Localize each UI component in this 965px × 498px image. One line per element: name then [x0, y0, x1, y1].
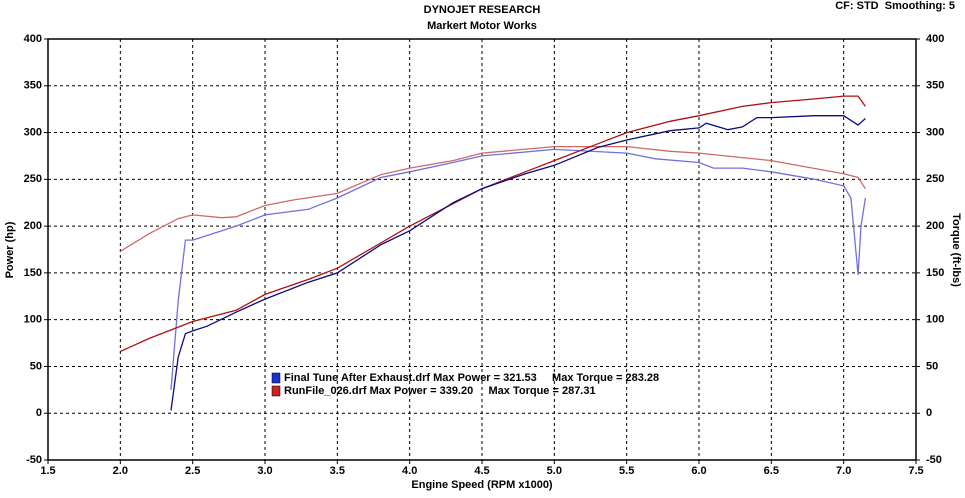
y-tick-label: -50 — [26, 454, 42, 466]
x-tick-label: 3.5 — [330, 465, 345, 477]
y2-tick-label: 400 — [926, 33, 944, 45]
y2-tick-label: 300 — [926, 126, 944, 138]
y2-tick-label: 250 — [926, 173, 944, 185]
legend-label: RunFile_026.drf Max Power = 339.20 Max T… — [284, 385, 596, 397]
y-tick-label: 400 — [24, 33, 42, 45]
y-tick-label: 300 — [24, 126, 42, 138]
y-tick-label: 100 — [24, 314, 42, 326]
x-tick-label: 6.5 — [764, 465, 779, 477]
x-tick-label: 3.0 — [257, 465, 272, 477]
x-tick-label: 4.0 — [402, 465, 417, 477]
y-tick-label: 150 — [24, 267, 42, 279]
x-tick-label: 7.0 — [836, 465, 851, 477]
legend-swatch — [271, 372, 281, 384]
x-tick-label: 7.5 — [908, 465, 923, 477]
y-tick-label: 350 — [24, 80, 42, 92]
y2-tick-label: 0 — [926, 407, 932, 419]
y2-tick-label: 200 — [926, 220, 944, 232]
y2-tick-label: 100 — [926, 314, 944, 326]
y-tick-label: 0 — [36, 407, 42, 419]
x-tick-label: 2.0 — [113, 465, 128, 477]
series-line — [170, 148, 867, 390]
series-line — [119, 145, 866, 252]
x-tick-label: 4.5 — [474, 465, 489, 477]
x-tick-label: 5.0 — [547, 465, 562, 477]
y-tick-label: 200 — [24, 220, 42, 232]
series-line — [120, 95, 866, 353]
y-axis-label: Power (hp) — [4, 221, 16, 278]
legend-label: Final Tune After Exhaust.drf Max Power =… — [284, 372, 659, 384]
series-line — [170, 115, 866, 411]
x-tick-label: 2.5 — [185, 465, 200, 477]
y2-tick-label: 150 — [926, 267, 944, 279]
legend-swatch — [271, 385, 281, 397]
y2-tick-label: 50 — [926, 360, 938, 372]
y2-axis-label: Torque (ft-lbs) — [950, 213, 962, 287]
y2-tick-label: -50 — [926, 454, 942, 466]
chart-subtitle: Markert Motor Works — [427, 20, 537, 32]
x-tick-label: 1.5 — [40, 465, 55, 477]
x-axis-label: Engine Speed (RPM x1000) — [411, 479, 553, 491]
settings-note: CF: STD Smoothing: 5 — [835, 0, 955, 12]
x-tick-label: 6.0 — [691, 465, 706, 477]
chart-title: DYNOJET RESEARCH — [424, 4, 541, 16]
x-tick-label: 5.5 — [619, 465, 634, 477]
y-tick-label: 250 — [24, 173, 42, 185]
y-tick-label: 50 — [30, 360, 42, 372]
y2-tick-label: 350 — [926, 80, 944, 92]
